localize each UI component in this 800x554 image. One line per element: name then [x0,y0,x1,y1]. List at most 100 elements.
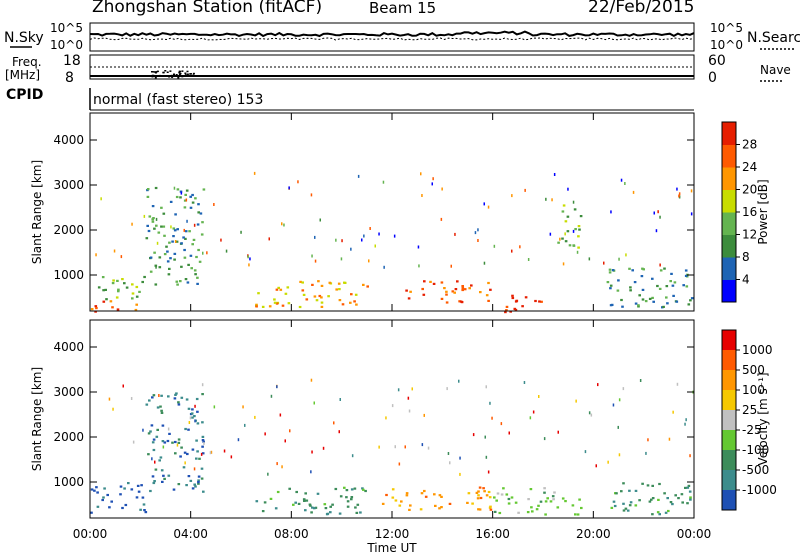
scatter-cell [689,299,692,302]
scatter-cell [177,438,181,441]
scatter-cell [102,289,105,292]
scatter-cell [561,497,565,500]
scatter-cell [637,304,640,307]
scatter-cell [662,305,665,308]
scatter-cell [281,304,285,307]
velocity-ylabel: Slant Range [km] [30,367,44,471]
scatter-cell [242,405,244,409]
scatter-cell [145,237,149,240]
scatter-cell [167,273,171,276]
scatter-cell [445,301,449,304]
scatter-cell [398,462,401,466]
scatter-cell [354,293,358,296]
scatter-cell [173,186,176,190]
scatter-cell [179,455,182,458]
scatter-cell [197,203,200,206]
scatter-cell [521,305,524,308]
scatter-cell [240,230,242,234]
scatter-cell [131,222,133,226]
scatter-cell [606,281,610,284]
scatter-cell [350,293,353,296]
scatter-cell [477,239,479,242]
scatter-cell [511,249,513,253]
scatter-cell [686,486,690,489]
scatter-cell [356,503,360,506]
scatter-cell [194,419,196,423]
scatter-cell [467,492,471,495]
colorbar-tick-label: 1000 [742,343,773,357]
scatter-cell [269,497,273,500]
scatter-cell [104,288,107,291]
scatter-cell [663,492,666,495]
scatter-cell [187,428,190,431]
scatter-cell [663,267,666,270]
scatter-cell [319,218,321,222]
scatter-cell [645,451,647,455]
scatter-cell [197,475,201,478]
x-tick-label: 20:00 [576,527,611,541]
scatter-cell [362,283,365,286]
scatter-cell [517,511,520,514]
scatter-cell [309,504,312,507]
scatter-cell [201,452,205,455]
scatter-cell [351,454,354,458]
scatter-cell [502,487,505,490]
scatter-cell [152,481,156,485]
scatter-cell [172,227,176,230]
scatter-cell [431,182,433,186]
nsky-frame [89,22,695,52]
scatter-cell [440,495,443,498]
scatter-cell [95,307,98,310]
scatter-cell [108,397,111,401]
colorbar-tick-label: 500 [742,363,765,377]
scatter-cell [200,467,204,470]
power-ylabel: Slant Range [km] [30,160,44,264]
scatter-cell [504,311,507,314]
colorbar-tick-label: 28 [742,138,757,152]
scatter-cell [155,435,159,438]
scatter-cell [385,493,388,497]
scatter-cell [132,440,135,444]
scatter-cell [160,225,163,228]
scatter-cell [96,505,100,508]
scatter-cell [281,465,283,469]
scatter-cell [123,282,126,285]
scatter-cell [130,488,134,491]
scatter-cell [571,504,575,507]
scatter-cell [148,399,151,402]
scatter-cell [513,307,517,310]
nave-dip-point [151,71,153,73]
scatter-cell [302,498,306,501]
scatter-cell [345,496,348,499]
scatter-cell [508,431,510,435]
scatter-cell [186,281,190,284]
scatter-cell [544,500,548,503]
scatter-cell [201,435,205,438]
nave-dip-point [158,74,161,77]
x-tick-label: 16:00 [475,527,510,541]
scatter-cell [665,285,669,288]
colorbar-swatch [722,144,736,168]
scatter-cell [659,269,663,272]
scatter-cell [135,496,139,499]
scatter-cell [609,287,612,290]
scatter-cell [331,503,334,506]
scatter-cell [634,489,638,492]
scatter-cell [477,228,479,232]
velocity-scatter [90,378,694,516]
scatter-cell [281,222,283,226]
scatter-cell [310,378,313,382]
scatter-cell [658,287,662,290]
scatter-cell [394,445,396,449]
scatter-cell [478,508,482,511]
scatter-cell [288,487,291,490]
scatter-cell [333,421,335,425]
scatter-cell [160,409,163,412]
scatter-cell [180,191,183,195]
scatter-cell [154,186,158,190]
nave-dip-point [178,71,181,74]
scatter-cell [676,187,678,191]
scatter-cell [310,470,312,474]
scatter-cell [152,217,155,220]
scatter-cell [369,227,371,230]
